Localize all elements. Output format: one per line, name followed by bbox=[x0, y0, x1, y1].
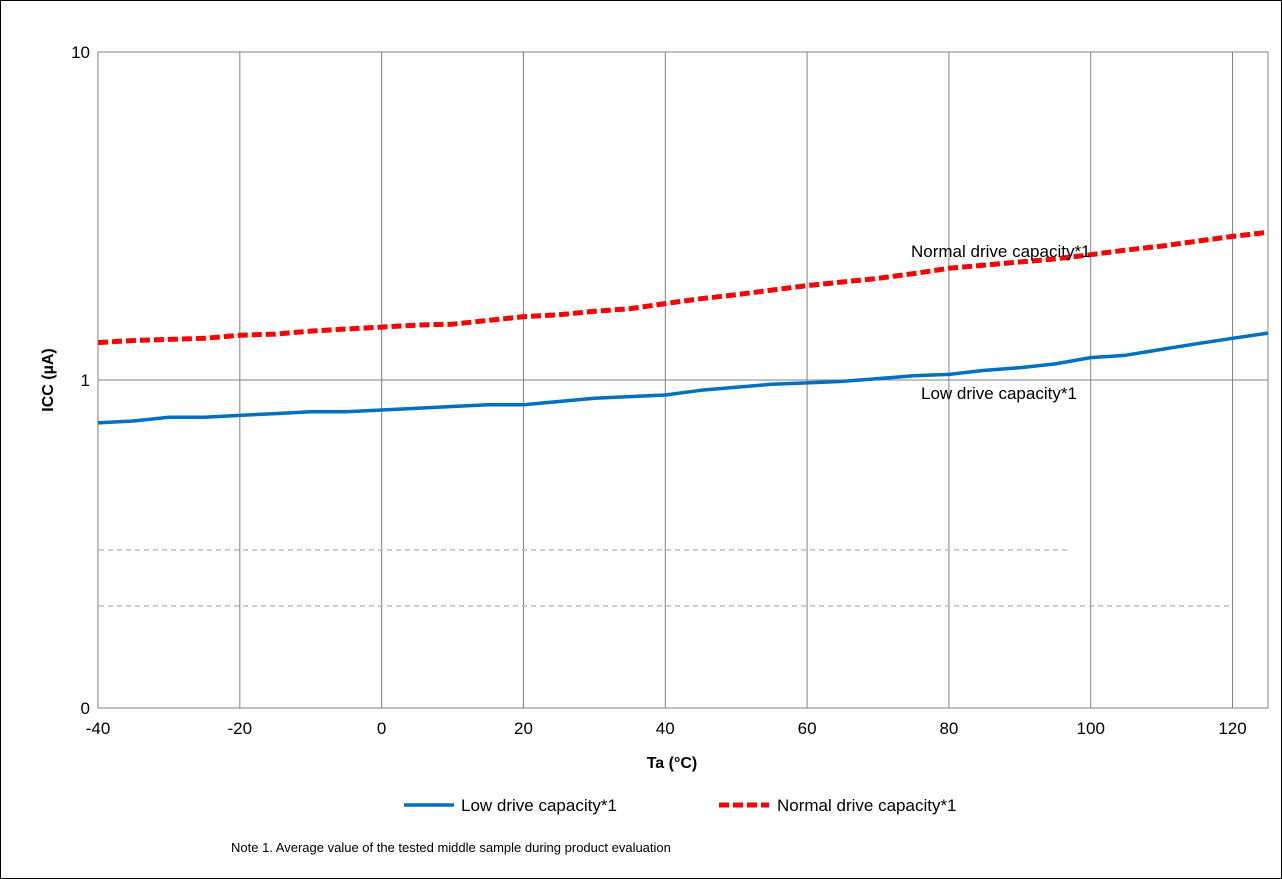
reference-lines bbox=[99, 549, 1231, 607]
annotation-low-drive: Low drive capacity*1 bbox=[921, 384, 1077, 403]
annotation-normal-drive: Normal drive capacity*1 bbox=[911, 242, 1091, 261]
x-tick-label: -20 bbox=[228, 719, 253, 738]
x-tick-label: 60 bbox=[798, 719, 817, 738]
legend-label-low-drive: Low drive capacity*1 bbox=[461, 796, 617, 815]
series-line-low-drive bbox=[97, 331, 1269, 425]
plot-area-border bbox=[97, 51, 1269, 709]
x-tick-label: 0 bbox=[377, 719, 386, 738]
series bbox=[97, 229, 1269, 425]
y-tick-label: 0 bbox=[81, 699, 90, 718]
x-axis-ticks: -40 -20 0 20 40 60 80 100 120 bbox=[86, 719, 1247, 738]
x-tick-label: 20 bbox=[514, 719, 533, 738]
legend-label-normal-drive: Normal drive capacity*1 bbox=[777, 796, 957, 815]
y-tick-label: 10 bbox=[71, 43, 90, 62]
grid bbox=[97, 51, 1268, 709]
x-tick-label: 120 bbox=[1218, 719, 1246, 738]
series-line-normal-drive bbox=[97, 229, 1269, 346]
x-axis-title: Ta (°C) bbox=[647, 755, 698, 772]
x-tick-label: -40 bbox=[86, 719, 111, 738]
x-tick-label: 100 bbox=[1077, 719, 1105, 738]
x-tick-label: 80 bbox=[939, 719, 958, 738]
footnote: Note 1. Average value of the tested midd… bbox=[231, 840, 671, 855]
y-axis-title: ICC (µA) bbox=[40, 348, 57, 411]
legend: Low drive capacity*1 Normal drive capaci… bbox=[404, 796, 957, 815]
y-tick-label: 1 bbox=[81, 371, 90, 390]
x-tick-label: 40 bbox=[656, 719, 675, 738]
